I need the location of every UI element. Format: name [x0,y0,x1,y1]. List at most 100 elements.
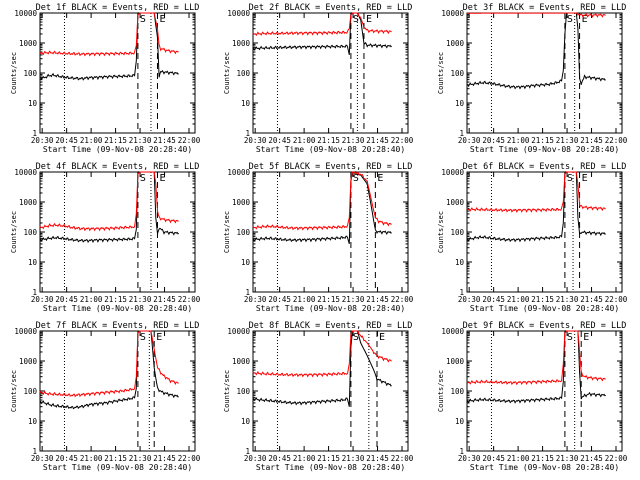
x-tick-label: 21:15 [317,454,340,463]
x-tick-label: 21:15 [531,136,554,145]
chart-panel-6: Det 6f BLACK = Events, RED = LLD 1 10 100 10… [437,162,628,313]
y-tick-label: 1000 [232,357,251,366]
x-tick-label: 22:00 [391,454,414,463]
x-tick-label: 21:15 [104,454,127,463]
x-tick-label: 21:00 [507,136,530,145]
series-line-lld [466,330,606,386]
marker-label: E [156,332,162,343]
x-tick-label: 21:00 [507,454,530,463]
marker-label: S [353,173,359,184]
y-tick-label: 1 [245,447,250,456]
marker-label: S [140,14,146,25]
x-tick-label: 20:45 [268,454,291,463]
x-tick-label: 21:00 [293,295,316,304]
x-tick-label: 21:45 [580,136,603,145]
y-axis-label: Counts/sec [223,52,231,94]
marker-label: E [377,173,383,184]
x-tick-label: 21:30 [129,136,152,145]
x-tick-label: 22:00 [391,136,414,145]
y-axis-label: Counts/sec [437,370,445,412]
x-tick-label: 20:45 [55,454,78,463]
chart-title: Det 8f BLACK = Events, RED = LLD [249,321,413,331]
plot-frame [39,12,196,134]
y-tick-label: 1 [245,288,250,297]
series-line-events [252,171,392,245]
marker-label: E [583,332,589,343]
x-tick-label: 21:00 [293,454,316,463]
y-tick-label: 10000 [14,327,37,336]
chart-title: Det 5f BLACK = Events, RED = LLD [249,162,413,172]
y-tick-label: 100 [23,387,37,396]
x-tick-label: 21:30 [556,454,579,463]
y-tick-label: 10 [28,258,38,267]
x-tick-label: 22:00 [605,454,628,463]
x-tick-label: 21:00 [507,295,530,304]
marker-label: S [567,173,573,184]
y-tick-label: 10000 [227,9,250,18]
y-tick-label: 100 [236,228,250,237]
x-tick-label: 21:30 [342,454,365,463]
x-tick-label: 21:00 [80,136,103,145]
x-tick-label: 20:30 [458,454,481,463]
y-tick-label: 10000 [441,9,464,18]
x-tick-label: 20:30 [458,136,481,145]
series-line-events [39,330,179,410]
x-tick-label: 22:00 [605,295,628,304]
y-axis-label: Counts/sec [10,52,18,94]
chart-title: Det 9f BLACK = Events, RED = LLD [463,321,627,331]
y-tick-label: 10 [28,417,38,426]
y-tick-label: 1000 [19,198,38,207]
chart-panel-4: Det 4f BLACK = Events, RED = LLD 1 10 100 10… [10,162,201,313]
y-tick-label: 1000 [19,39,38,48]
y-tick-label: 10000 [14,168,37,177]
marker-label: E [159,14,165,25]
y-tick-label: 10 [241,99,251,108]
y-tick-label: 1000 [446,198,465,207]
x-tick-label: 21:30 [129,454,152,463]
marker-label: S [567,332,573,343]
y-tick-label: 10 [455,258,465,267]
x-tick-label: 20:30 [31,454,54,463]
y-tick-label: 1000 [446,357,465,366]
x-axis-label: Start Time (09-Nov-08 20:28:40) [43,463,192,472]
y-tick-label: 100 [23,69,37,78]
y-tick-label: 10000 [227,168,250,177]
x-tick-label: 21:15 [531,454,554,463]
x-tick-label: 20:45 [268,295,291,304]
y-tick-label: 1000 [232,39,251,48]
marker-label: S [353,332,359,343]
chart-panel-8: Det 8f BLACK = Events, RED = LLD 1 10 100 10… [223,321,414,472]
chart-title: Det 7f BLACK = Events, RED = LLD [36,321,200,331]
series-line-lld [252,330,392,378]
x-tick-label: 21:45 [366,136,389,145]
y-tick-label: 1 [459,129,464,138]
x-tick-label: 21:15 [104,295,127,304]
y-tick-label: 100 [450,228,464,237]
series-line-lld [467,12,606,18]
y-tick-label: 1 [32,447,37,456]
marker-label: S [567,14,573,25]
y-tick-label: 1000 [19,357,38,366]
x-axis-label: Start Time (09-Nov-08 20:28:40) [43,304,192,313]
y-axis-label: Counts/sec [437,52,445,94]
y-tick-label: 1 [459,288,464,297]
x-tick-label: 21:15 [104,136,127,145]
x-tick-label: 20:45 [482,295,505,304]
y-tick-label: 10 [455,99,465,108]
x-axis-label: Start Time (09-Nov-08 20:28:40) [43,145,192,154]
x-tick-label: 21:45 [366,454,389,463]
x-tick-label: 21:30 [129,295,152,304]
series-line-lld [466,171,606,213]
x-axis-label: Start Time (09-Nov-08 20:28:40) [256,463,405,472]
x-tick-label: 20:30 [458,295,481,304]
marker-label: E [366,14,372,25]
y-axis-label: Counts/sec [10,370,18,412]
y-axis-label: Counts/sec [223,370,231,412]
y-tick-label: 1000 [232,198,251,207]
series-line-lld [39,171,179,232]
y-tick-label: 10000 [441,168,464,177]
x-tick-label: 20:45 [482,136,505,145]
marker-label: S [140,332,146,343]
chart-title: Det 2f BLACK = Events, RED = LLD [249,3,413,13]
x-tick-label: 21:00 [80,295,103,304]
